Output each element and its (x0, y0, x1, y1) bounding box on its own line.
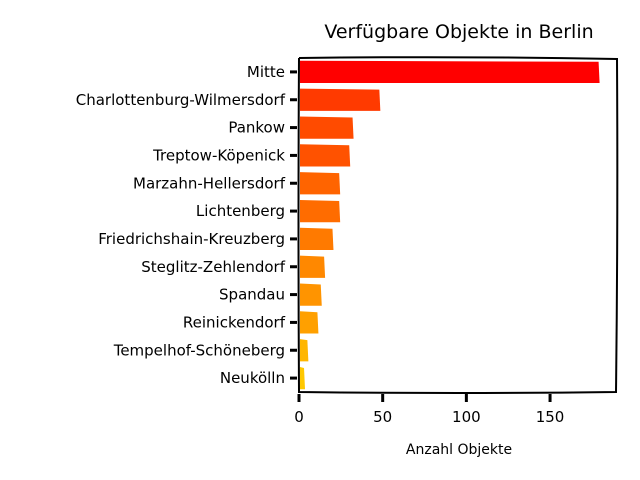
bar-8 (300, 283, 322, 306)
bars (300, 60, 600, 390)
y-tick-label-10: Tempelhof-Schöneberg (113, 341, 285, 359)
plot-frame (297, 56, 619, 394)
bar-5 (300, 199, 341, 223)
bar-0 (300, 60, 600, 84)
y-tick-label-3: Treptow-Köpenick (152, 146, 285, 164)
bar-7 (300, 255, 326, 278)
y-tick-label-0: Mitte (247, 63, 285, 81)
bar-10 (300, 339, 309, 362)
x-tick-label-1: 50 (373, 408, 392, 426)
y-tick-label-8: Spandau (219, 286, 285, 304)
x-axis: 0 50 100 150 (294, 394, 564, 426)
bar-3 (300, 144, 351, 167)
bar-6 (300, 227, 334, 251)
y-tick-label-4: Marzahn-Hellersdorf (133, 174, 286, 192)
chart-title: Verfügbare Objekte in Berlin (324, 21, 593, 43)
y-tick-label-11: Neukölln (220, 369, 285, 387)
y-tick-label-2: Pankow (228, 119, 285, 137)
bar-2 (300, 116, 354, 139)
y-axis: Mitte Charlottenburg-Wilmersdorf Pankow Tre… (76, 63, 297, 387)
y-tick-label-9: Reinickendorf (183, 313, 286, 331)
bar-11 (300, 366, 306, 390)
y-tick-label-5: Lichtenberg (196, 202, 285, 220)
x-tick-label-3: 150 (536, 408, 565, 426)
plot-border (297, 56, 619, 394)
bar-1 (300, 88, 381, 111)
x-tick-label-2: 100 (452, 408, 481, 426)
y-tick-label-6: Friedrichshain-Kreuzberg (98, 230, 285, 248)
x-tick-label-0: 0 (294, 408, 304, 426)
bar-4 (300, 172, 341, 195)
y-tick-label-7: Steglitz-Zehlendorf (141, 258, 285, 276)
y-tick-label-1: Charlottenburg-Wilmersdorf (76, 91, 286, 109)
bar-9 (300, 311, 319, 334)
x-axis-label: Anzahl Objekte (406, 442, 512, 458)
